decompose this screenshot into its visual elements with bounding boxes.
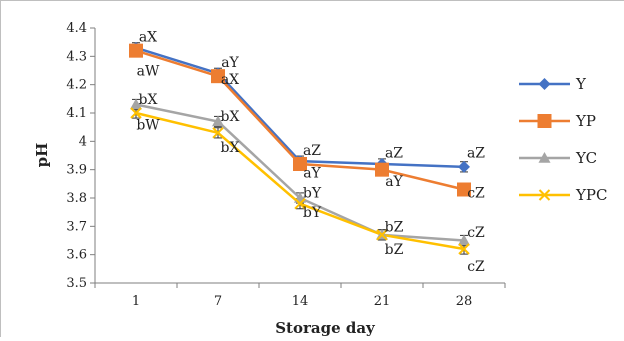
annotation-label: aZ [467,146,485,162]
annotation-label: bZ [385,242,404,258]
legend-item-yc: YC [519,149,597,167]
annotation-label: aX [221,72,239,88]
annotation-label: bZ [385,219,404,235]
data-point-yc [458,234,470,246]
legend-marker-y [538,78,551,90]
legend-marker-ypc [538,189,551,201]
legend-label-y: Y [575,75,587,93]
data-point-yp [211,69,225,84]
annotation-label: bX [221,109,240,125]
y-axis-title: pH [33,143,51,168]
x-marker-stroke [538,189,551,201]
x-tick-label: 7 [214,294,222,309]
legend-item-ypc: YPC [519,186,607,204]
data-point-ypc [212,127,224,139]
legend-label-yc: YC [575,149,597,167]
legend: Y YP YC YPC [519,75,607,204]
error-bars [132,42,468,255]
x-marker-stroke [376,229,388,241]
legend-item-yp: YP [519,112,596,130]
y-tick-label: 4.4 [66,21,87,36]
y-tick-label: 3.9 [66,163,87,178]
annotation-label: aY [385,174,403,190]
legend-label-yp: YP [575,112,596,130]
data-point-yp [457,182,471,197]
x-tick-label: 21 [374,294,391,309]
data-point-ypc [376,229,388,241]
y-tick-label: 4.1 [66,106,87,121]
data-point-yc [130,98,142,110]
x-tick-label: 1 [132,294,140,309]
series-lines [135,46,465,251]
annotation-label: aW [137,64,160,80]
x-marker-stroke [458,243,470,255]
data-point-yc [212,115,224,127]
data-point-yp [293,157,307,171]
annotation-label: bW [136,117,160,133]
y-tick-label: 3.5 [66,276,87,291]
annotation-label: cZ [467,225,485,241]
legend-marker-yp [537,114,552,128]
x-marker-stroke [212,127,224,139]
data-point-y [458,160,470,173]
annotation-label: bY [303,205,322,221]
annotation-label: bX [221,140,240,156]
y-tick-label: 4.2 [66,78,87,93]
data-point-yp [129,43,143,58]
y-tick-label: 3.6 [66,248,87,263]
y-tick-label: 4 [79,134,87,149]
data-point-ypc [294,197,306,210]
x-tick-label: 28 [456,294,473,309]
annotation-label: bX [139,92,158,108]
annotation-label: aX [139,30,157,46]
y-tick-label: 3.8 [66,191,87,206]
annotation-label: aZ [303,143,321,159]
x-marker-stroke [130,107,142,119]
annotation-label: cZ [467,185,485,201]
annotation-label: bY [303,185,322,201]
data-point-ypc [130,107,142,119]
legend-marker-yc [538,152,551,163]
legend-label-ypc: YPC [575,186,607,204]
data-point-ypc [458,243,470,255]
annotation-label: aZ [385,146,403,162]
data-point-yp [375,162,389,177]
x-marker-stroke [294,197,306,210]
x-axis-title: Storage day [275,319,376,337]
annotation-label: cZ [467,259,485,275]
series-markers [129,41,471,255]
annotation-label: aY [303,166,321,182]
series-line-ypc [135,111,465,251]
x-tick-label: 14 [292,294,309,309]
y-tick-label: 4.3 [66,49,87,64]
annotation-label: aY [221,55,239,71]
legend-item-y: Y [519,75,587,93]
y-tick-label: 3.7 [66,219,87,234]
